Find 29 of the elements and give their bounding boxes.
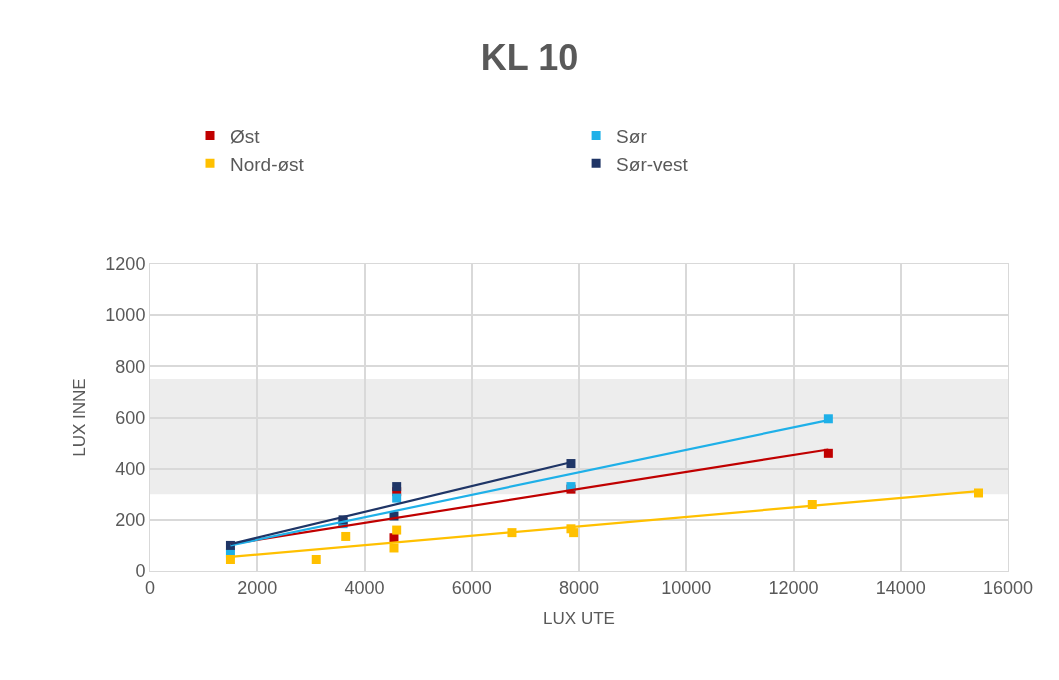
x-tick-label: 8000	[558, 577, 600, 598]
point	[341, 531, 351, 541]
x-tick-label: 2000	[237, 577, 278, 598]
legend-label: Øst	[230, 125, 261, 147]
y-tick-label: 600	[115, 407, 146, 428]
y-tick-label: 1000	[105, 305, 146, 326]
x-tick-label: 6000	[451, 577, 492, 598]
point	[392, 482, 402, 492]
legend-label: Sør-vest	[616, 153, 689, 175]
point	[569, 528, 579, 538]
point	[389, 543, 399, 553]
y-tick-label: 0	[135, 561, 146, 582]
chart-title: KL 10	[480, 37, 579, 79]
point	[311, 554, 321, 564]
legend-label: Nord-øst	[230, 153, 305, 175]
x-tick-label: 12000	[768, 577, 819, 598]
x-tick-label: 14000	[875, 577, 926, 598]
y-tick-label: 200	[115, 510, 146, 531]
point	[392, 525, 402, 535]
point	[392, 493, 402, 503]
y-tick-label: 400	[115, 458, 146, 479]
x-axis-title: LUX UTE	[543, 609, 615, 628]
y-axis-title: LUX INNE	[69, 378, 89, 457]
y-tick-label: 1200	[105, 254, 146, 275]
x-tick-label: 10000	[661, 577, 712, 598]
x-tick-label: 4000	[344, 577, 385, 598]
legend-label: Sør	[616, 125, 648, 147]
y-tick-label: 800	[115, 356, 146, 377]
x-tick-label: 16000	[982, 577, 1034, 598]
